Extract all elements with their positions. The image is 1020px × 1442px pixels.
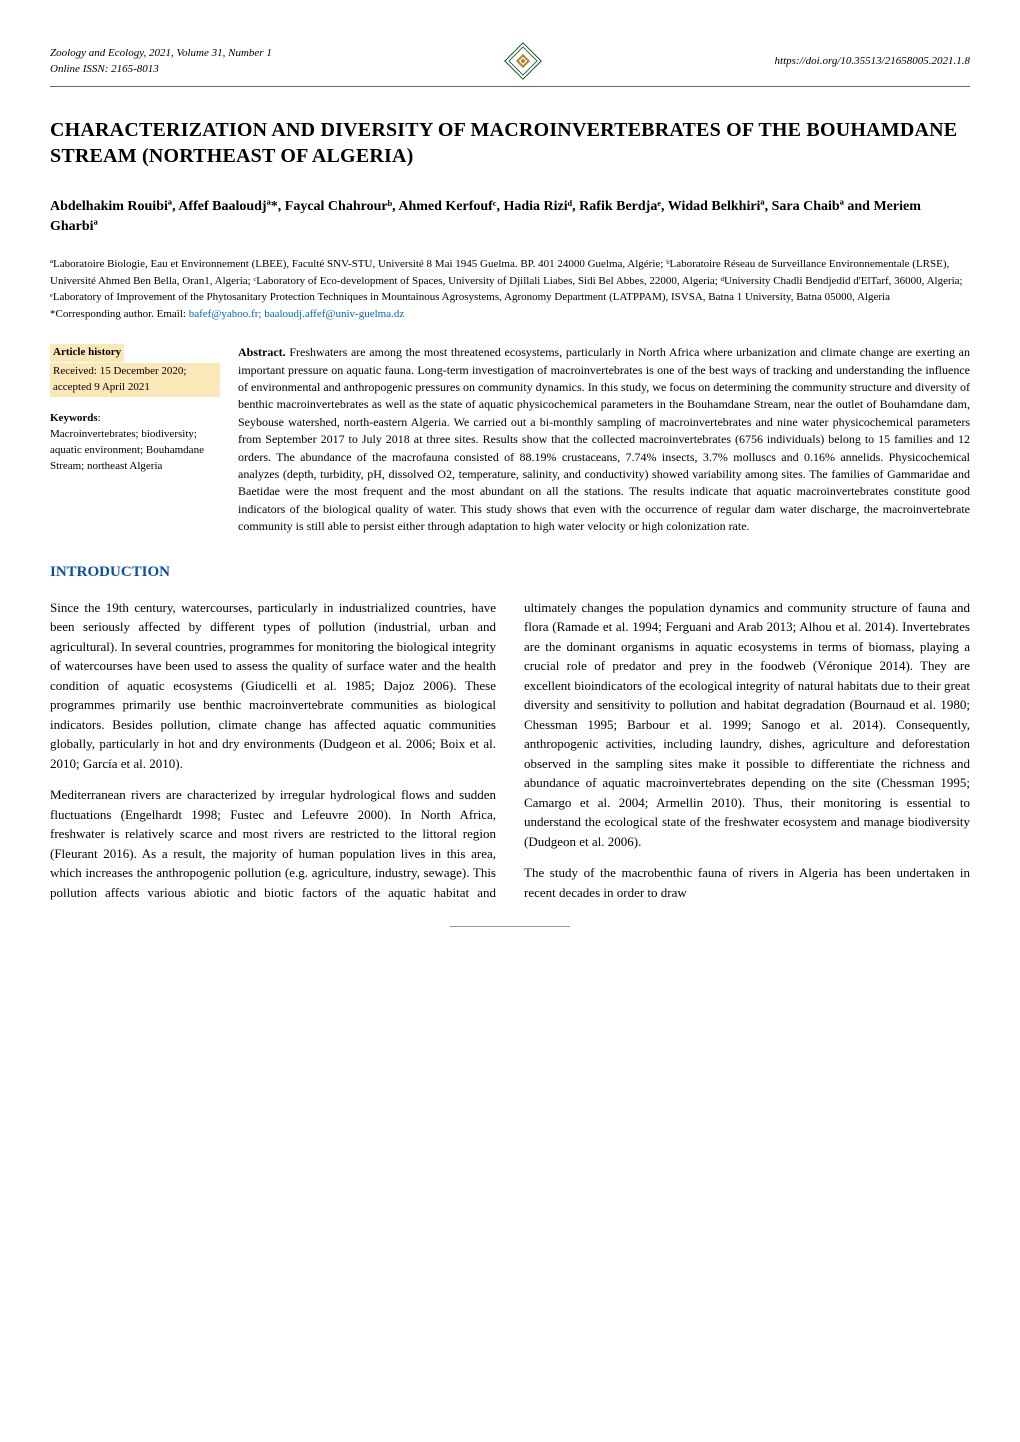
journal-header: Zoology and Ecology, 2021, Volume 31, Nu… bbox=[50, 40, 970, 87]
intro-paragraph-1: Since the 19th century, watercourses, pa… bbox=[50, 598, 496, 774]
keywords-body: Macroinvertebrates; biodiversity; aquati… bbox=[50, 428, 204, 472]
affiliations-text: ªLaboratoire Biologie, Eau et Environnem… bbox=[50, 258, 963, 303]
journal-title-line: Zoology and Ecology, 2021, Volume 31, Nu… bbox=[50, 45, 272, 62]
article-history-body: Received: 15 December 2020; accepted 9 A… bbox=[50, 363, 220, 397]
section-heading-introduction: INTRODUCTION bbox=[50, 561, 970, 584]
meta-abstract-row: Article history Received: 15 December 20… bbox=[50, 344, 970, 535]
introduction-body: Since the 19th century, watercourses, pa… bbox=[50, 598, 970, 909]
article-title: CHARACTERIZATION AND DIVERSITY OF MACROI… bbox=[50, 117, 970, 169]
article-history-block: Article history Received: 15 December 20… bbox=[50, 344, 220, 397]
keywords-block: Keywords: Macroinvertebrates; biodiversi… bbox=[50, 411, 220, 475]
journal-logo bbox=[502, 40, 544, 82]
corresponding-prefix: *Corresponding author. Email: bbox=[50, 308, 189, 320]
doi-link-wrap: https://doi.org/10.35513/21658005.2021.1… bbox=[775, 53, 970, 70]
doi-link[interactable]: https://doi.org/10.35513/21658005.2021.1… bbox=[775, 55, 970, 67]
abstract-label: Abstract. bbox=[238, 345, 286, 359]
footer-divider bbox=[450, 926, 570, 927]
journal-info: Zoology and Ecology, 2021, Volume 31, Nu… bbox=[50, 45, 272, 78]
meta-column: Article history Received: 15 December 20… bbox=[50, 344, 220, 535]
intro-paragraph-3: The study of the macrobenthic fauna of r… bbox=[524, 863, 970, 902]
abstract-body: Freshwaters are among the most threatene… bbox=[238, 345, 970, 533]
journal-logo-icon bbox=[502, 40, 544, 82]
author-list: Abdelhakim Rouibiª, Affef Baaloudjª*, Fa… bbox=[50, 197, 970, 236]
affiliations-block: ªLaboratoire Biologie, Eau et Environnem… bbox=[50, 256, 970, 322]
abstract-column: Abstract. Freshwaters are among the most… bbox=[238, 344, 970, 535]
journal-issn-line: Online ISSN: 2165-8013 bbox=[50, 61, 272, 78]
keywords-label: Keywords bbox=[50, 412, 98, 424]
corresponding-email-link[interactable]: bafef@yahoo.fr; baaloudj.affef@univ-guel… bbox=[189, 308, 405, 320]
article-history-label: Article history bbox=[50, 344, 124, 362]
